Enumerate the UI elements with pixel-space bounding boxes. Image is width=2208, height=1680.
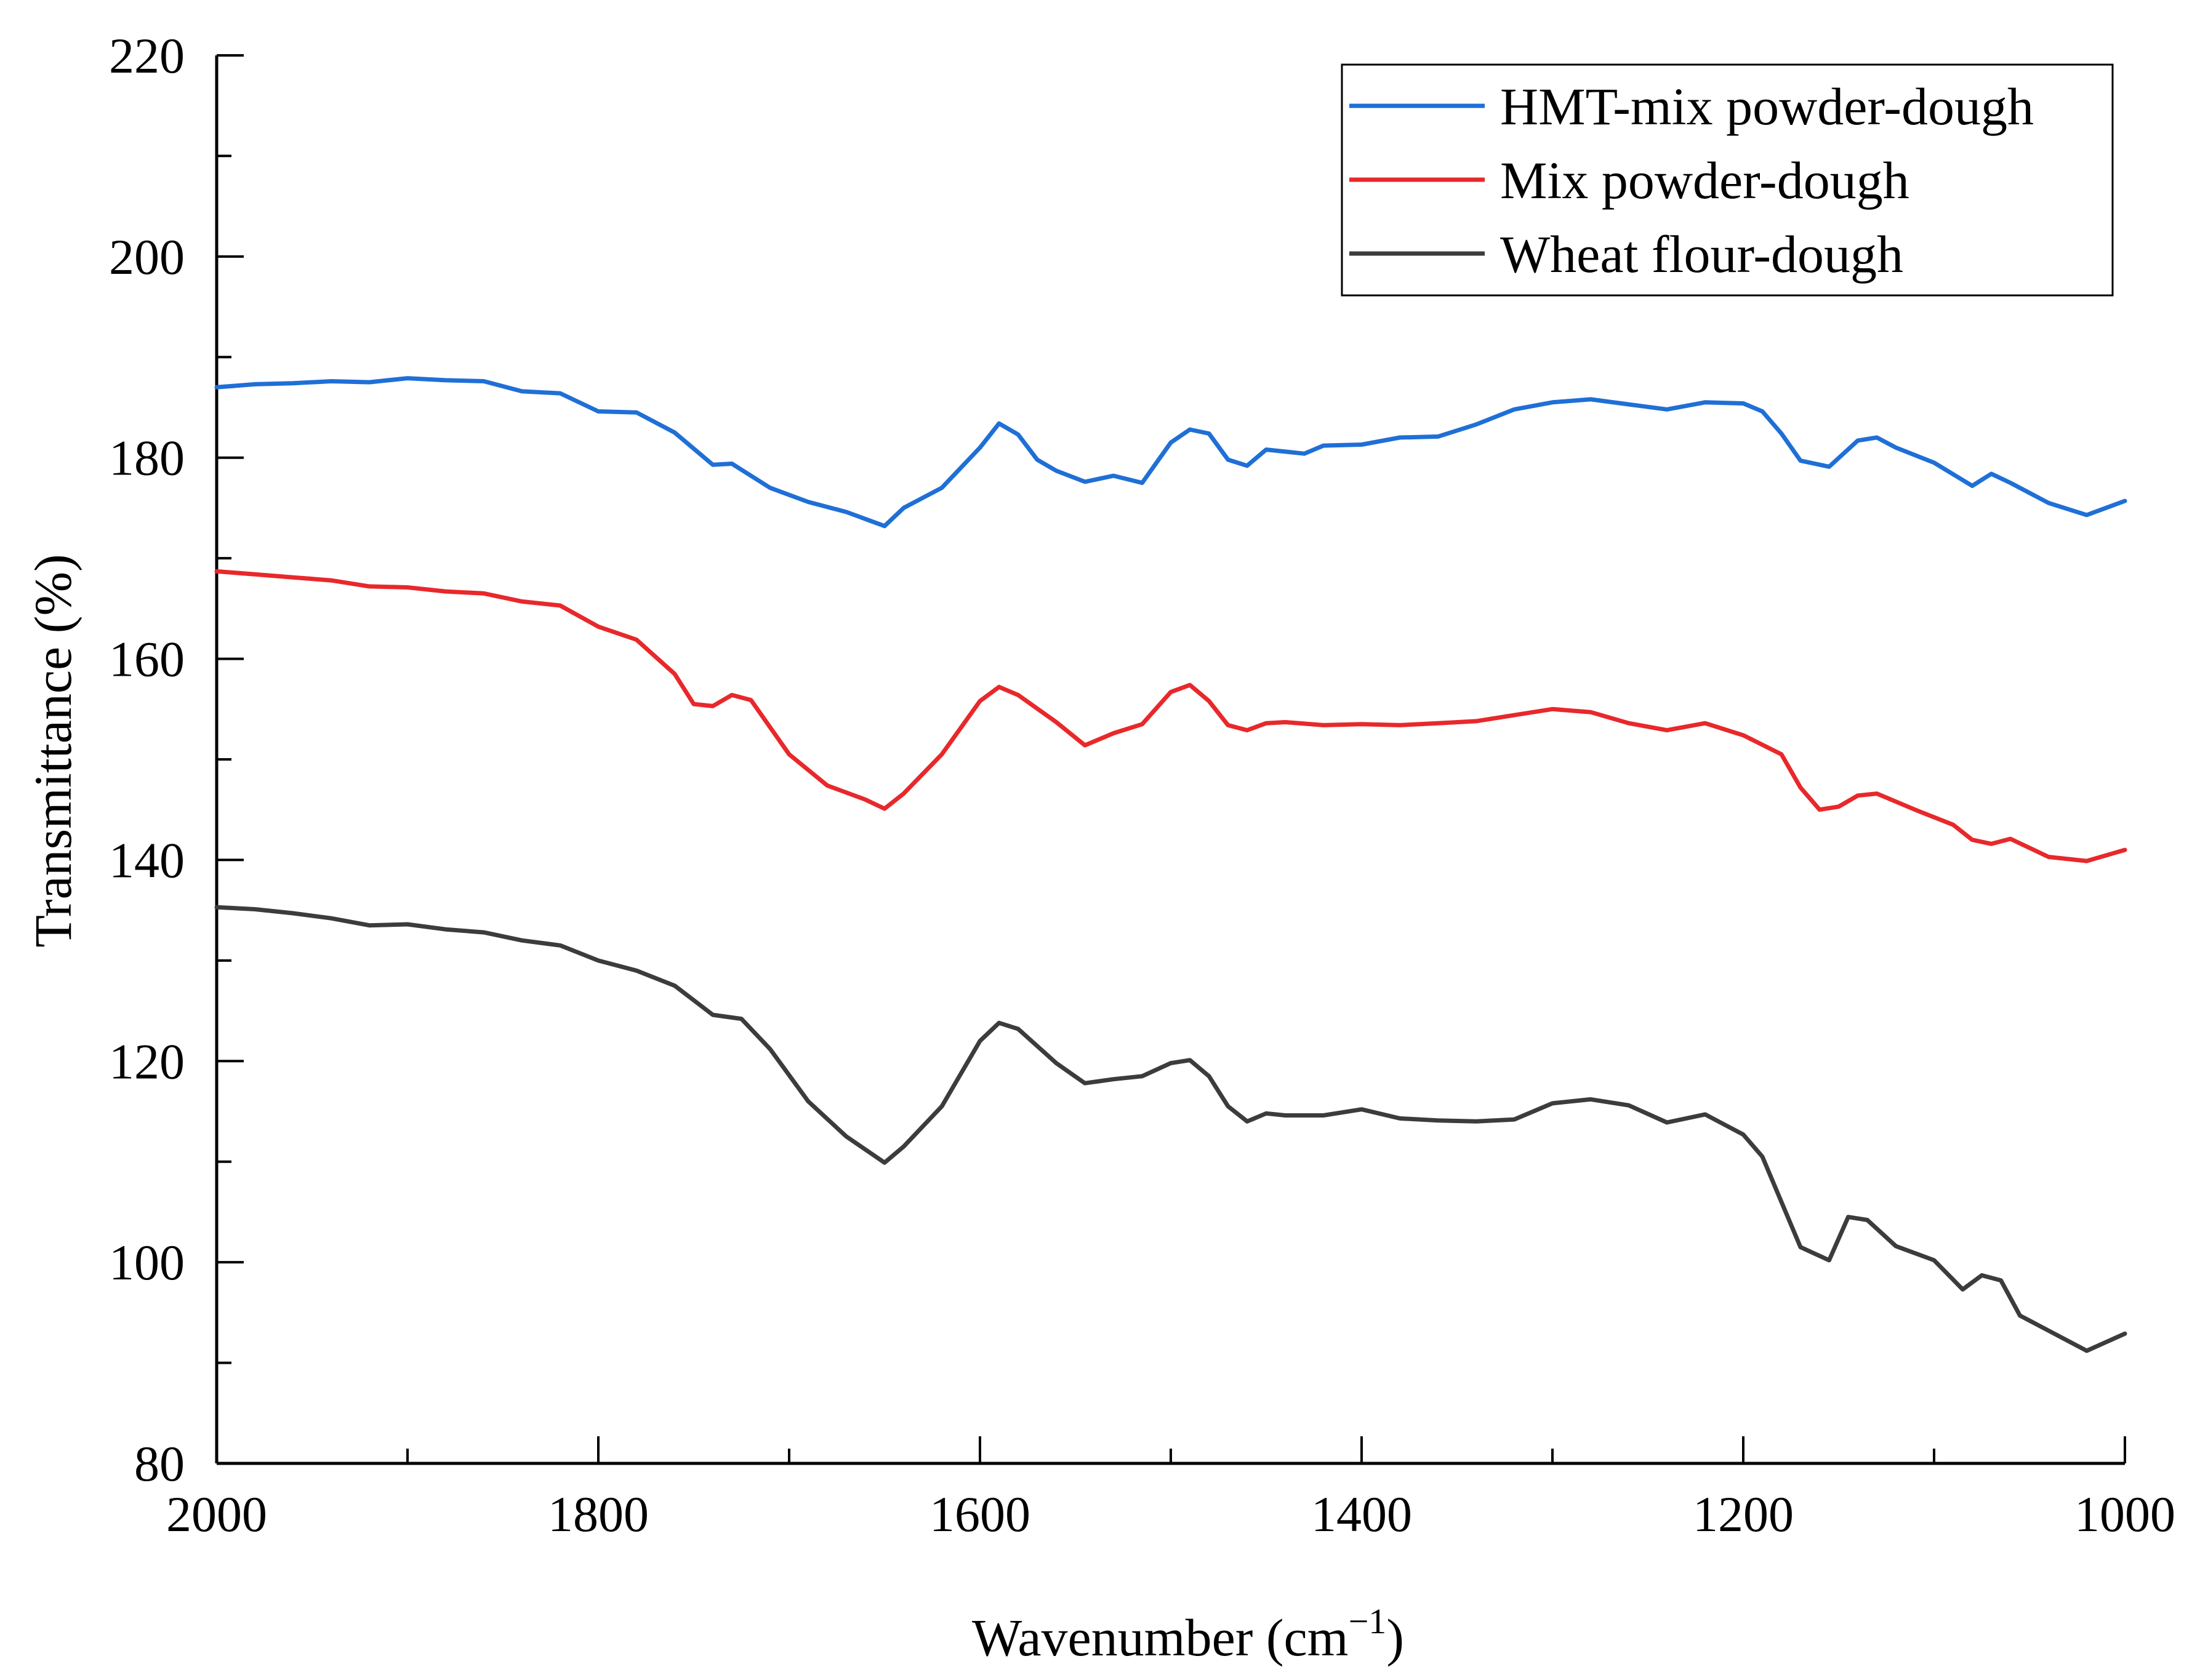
y-axis-title: Transmittance (%) <box>23 554 82 947</box>
legend: HMT-mix powder-dough Mix powder-dough Wh… <box>1341 63 2114 297</box>
axes <box>215 54 2126 1465</box>
series-line-wheat-flour <box>214 905 2127 1353</box>
x-axis-title: Wavenumber (cm−1) <box>972 1601 1404 1667</box>
legend-label-hmt-mix: HMT-mix powder-dough <box>1500 77 2034 136</box>
y-tick-label: 100 <box>109 1234 185 1290</box>
x-tick-label: 1800 <box>548 1486 649 1542</box>
y-tick-label: 220 <box>109 28 185 84</box>
x-tick-label: 1200 <box>1693 1486 1794 1542</box>
tick-labels: 80 100 120 140 160 180 200 220 2000 1800 1600 1400 1… <box>109 28 2175 1542</box>
x-tick-label: 1400 <box>1311 1486 1412 1542</box>
x-axis-title-main: Wavenumber (cm <box>972 1608 1349 1667</box>
x-tick-label: 2000 <box>166 1486 267 1542</box>
x-tick-label: 1600 <box>929 1486 1030 1542</box>
series-lines <box>214 376 2127 1353</box>
x-tick-label: 1000 <box>2074 1486 2175 1542</box>
y-tick-label: 200 <box>109 229 185 285</box>
legend-label-wheat-flour: Wheat flour-dough <box>1500 225 1903 284</box>
series-line-mix-powder <box>214 569 2127 863</box>
legend-label-mix-powder: Mix powder-dough <box>1500 151 1909 210</box>
series-line-hmt-mix <box>214 376 2127 529</box>
y-tick-label: 180 <box>109 430 185 486</box>
y-tick-label: 120 <box>109 1033 185 1089</box>
y-tick-label: 160 <box>109 631 185 687</box>
y-tick-label: 80 <box>134 1436 185 1492</box>
x-axis-title-superscript: −1 <box>1349 1601 1387 1641</box>
y-tick-label: 140 <box>109 832 185 888</box>
x-axis-title-close: ) <box>1386 1608 1404 1667</box>
